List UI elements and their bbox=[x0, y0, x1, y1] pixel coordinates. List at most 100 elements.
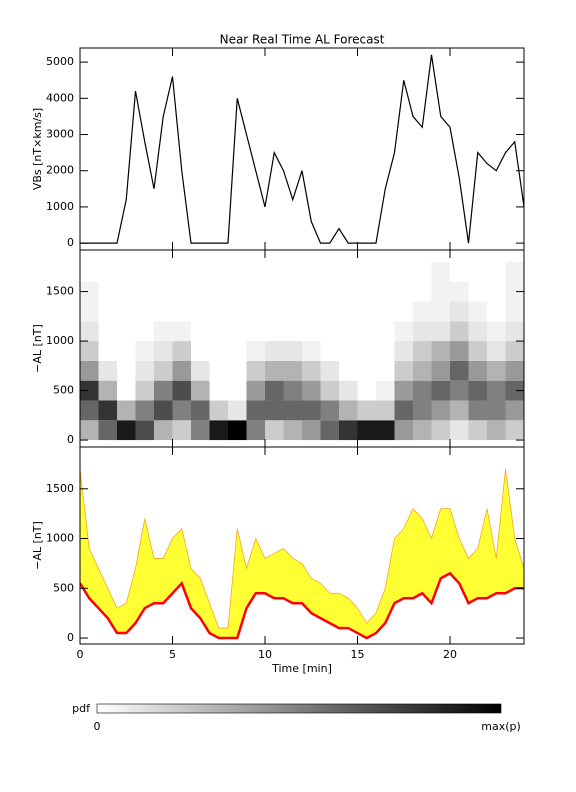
pdf-cell bbox=[487, 281, 506, 302]
pdf-cell bbox=[283, 261, 302, 282]
pdf-cell bbox=[98, 380, 117, 401]
pdf-cell bbox=[154, 420, 173, 441]
pdf-cell bbox=[246, 360, 265, 381]
pdf-cell bbox=[80, 400, 99, 421]
pdf-cell bbox=[468, 301, 487, 322]
pdf-cell bbox=[468, 360, 487, 381]
pdf-cell bbox=[505, 261, 524, 282]
pdf-cell bbox=[209, 261, 228, 282]
pdf-cell bbox=[413, 360, 432, 381]
y-tick-label: 1500 bbox=[46, 285, 74, 298]
pdf-cell bbox=[154, 380, 173, 401]
pdf-cell bbox=[505, 321, 524, 342]
pdf-cell bbox=[209, 400, 228, 421]
pdf-cell bbox=[339, 281, 358, 302]
pdf-cell bbox=[80, 341, 99, 361]
pdf-cell bbox=[117, 301, 136, 322]
pdf-cell bbox=[191, 400, 210, 421]
pdf-cell bbox=[283, 360, 302, 381]
pdf-cell bbox=[468, 380, 487, 401]
pdf-cell bbox=[283, 281, 302, 302]
y-axis-label: VBs [nT×km/s] bbox=[31, 108, 44, 190]
pdf-cell bbox=[431, 321, 450, 342]
pdf-cell bbox=[246, 380, 265, 401]
pdf-cell bbox=[228, 400, 247, 421]
pdf-cell bbox=[413, 281, 432, 302]
pdf-cell bbox=[394, 281, 413, 302]
pdf-cell bbox=[135, 321, 154, 342]
pdf-cell bbox=[117, 281, 136, 302]
pdf-cell bbox=[505, 281, 524, 302]
pdf-cell bbox=[117, 380, 136, 401]
pdf-cell bbox=[357, 420, 376, 441]
pdf-cell bbox=[209, 341, 228, 361]
pdf-cell bbox=[431, 261, 450, 282]
pdf-cell bbox=[154, 301, 173, 322]
pdf-cell bbox=[228, 281, 247, 302]
pdf-cell bbox=[246, 321, 265, 342]
pdf-cell bbox=[339, 321, 358, 342]
pdf-cell bbox=[413, 261, 432, 282]
pdf-cell bbox=[394, 261, 413, 282]
pdf-cell bbox=[450, 301, 469, 322]
pdf-cell bbox=[80, 301, 99, 322]
pdf-cell bbox=[172, 400, 191, 421]
y-tick-label: 1000 bbox=[46, 532, 74, 545]
pdf-cell bbox=[320, 281, 339, 302]
pdf-cell bbox=[376, 400, 395, 421]
pdf-cell bbox=[505, 360, 524, 381]
x-axis-label: Time [min] bbox=[271, 662, 332, 675]
pdf-cell bbox=[265, 301, 284, 322]
pdf-cell bbox=[246, 281, 265, 302]
pdf-cell bbox=[265, 261, 284, 282]
pdf-cell bbox=[505, 380, 524, 401]
pdf-cell bbox=[154, 360, 173, 381]
pdf-cell bbox=[413, 380, 432, 401]
pdf-cell bbox=[505, 341, 524, 361]
pdf-cell bbox=[209, 281, 228, 302]
pdf-cell bbox=[487, 301, 506, 322]
pdf-cell bbox=[487, 341, 506, 361]
pdf-cell bbox=[450, 321, 469, 342]
pdf-cell bbox=[320, 341, 339, 361]
pdf-cell bbox=[450, 380, 469, 401]
pdf-cell bbox=[357, 400, 376, 421]
pdf-cell bbox=[98, 281, 117, 302]
pdf-cell bbox=[246, 301, 265, 322]
pdf-cell bbox=[394, 400, 413, 421]
pdf-cell bbox=[468, 420, 487, 441]
x-tick-label: 5 bbox=[169, 648, 176, 661]
y-tick-label: 1000 bbox=[46, 334, 74, 347]
pdf-cell bbox=[98, 341, 117, 361]
pdf-cell bbox=[431, 400, 450, 421]
pdf-cell bbox=[172, 281, 191, 302]
pdf-cell bbox=[209, 420, 228, 441]
pdf-cell bbox=[191, 301, 210, 322]
pdf-cell bbox=[357, 281, 376, 302]
pdf-cell bbox=[394, 321, 413, 342]
pdf-cell bbox=[487, 380, 506, 401]
pdf-cell bbox=[135, 281, 154, 302]
y-tick-label: 0 bbox=[67, 631, 74, 644]
pdf-cell bbox=[487, 321, 506, 342]
pdf-cell bbox=[283, 341, 302, 361]
x-tick-label: 15 bbox=[351, 648, 365, 661]
pdf-cell bbox=[376, 321, 395, 342]
pdf-cell bbox=[191, 360, 210, 381]
pdf-cell bbox=[191, 321, 210, 342]
y-tick-label: 0 bbox=[67, 433, 74, 446]
pdf-cell bbox=[357, 321, 376, 342]
pdf-cell bbox=[413, 321, 432, 342]
pdf-cell bbox=[302, 261, 321, 282]
pdf-cell bbox=[394, 360, 413, 381]
pdf-cell bbox=[154, 261, 173, 282]
pdf-cell bbox=[135, 301, 154, 322]
pdf-cell bbox=[283, 400, 302, 421]
pdf-cell bbox=[117, 360, 136, 381]
pdf-cell bbox=[154, 400, 173, 421]
median-line bbox=[80, 571, 524, 640]
pdf-cell bbox=[468, 321, 487, 342]
pdf-cell bbox=[302, 360, 321, 381]
pdf-cell bbox=[431, 360, 450, 381]
